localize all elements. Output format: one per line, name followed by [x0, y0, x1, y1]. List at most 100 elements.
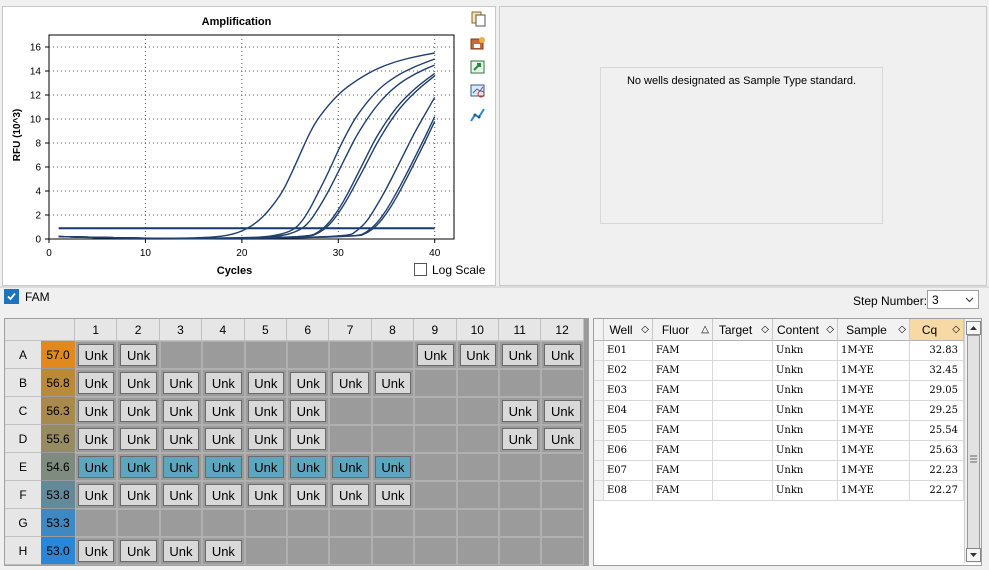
well-F1[interactable]: Unk: [75, 481, 118, 509]
table-cell-target[interactable]: [713, 401, 773, 421]
well-F7[interactable]: Unk: [329, 481, 372, 509]
table-cell-well[interactable]: E04: [604, 401, 653, 421]
well-C10[interactable]: [456, 397, 499, 425]
well-H4[interactable]: Unk: [202, 537, 245, 565]
log-scale-checkbox[interactable]: [414, 263, 427, 276]
well-C5[interactable]: Unk: [244, 397, 287, 425]
well-D7[interactable]: [329, 425, 372, 453]
row-selector[interactable]: [594, 381, 604, 401]
table-cell-fluor[interactable]: FAM: [653, 381, 713, 401]
well-B3[interactable]: Unk: [159, 369, 203, 397]
well-F5[interactable]: Unk: [244, 481, 287, 509]
well-B6[interactable]: Unk: [287, 369, 330, 397]
table-cell-target[interactable]: [713, 381, 773, 401]
well-B2[interactable]: Unk: [117, 369, 160, 397]
table-cell-cq[interactable]: 29.25: [910, 401, 964, 421]
well-D1[interactable]: Unk: [75, 425, 118, 453]
column-header-12[interactable]: 12: [541, 319, 584, 341]
scroll-down-button[interactable]: [966, 548, 981, 562]
table-cell-fluor[interactable]: FAM: [653, 421, 713, 441]
table-cell-content[interactable]: Unkn: [773, 461, 838, 481]
well-B10[interactable]: [456, 369, 499, 397]
table-cell-content[interactable]: Unkn: [773, 361, 838, 381]
well-D9[interactable]: [414, 425, 457, 453]
well-D2[interactable]: Unk: [117, 425, 160, 453]
column-header-cq[interactable]: Cq ◇: [910, 319, 964, 341]
column-header-2[interactable]: 2: [117, 319, 160, 341]
well-G5[interactable]: [244, 509, 287, 537]
table-cell-target[interactable]: [713, 481, 773, 501]
column-header-7[interactable]: 7: [329, 319, 372, 341]
table-cell-well[interactable]: E02: [604, 361, 653, 381]
well-H6[interactable]: [287, 537, 330, 565]
table-cell-fluor[interactable]: FAM: [653, 461, 713, 481]
well-H12[interactable]: [541, 537, 584, 565]
well-E3[interactable]: Unk: [159, 453, 203, 481]
well-A1[interactable]: Unk: [75, 341, 118, 369]
table-cell-well[interactable]: E03: [604, 381, 653, 401]
well-E9[interactable]: [414, 453, 457, 481]
panel-divider[interactable]: [0, 286, 989, 288]
well-E7[interactable]: Unk: [329, 453, 372, 481]
column-header-fluor[interactable]: Fluor △: [653, 319, 713, 341]
well-E10[interactable]: [456, 453, 499, 481]
well-E11[interactable]: [499, 453, 542, 481]
well-A3[interactable]: [159, 341, 203, 369]
well-H9[interactable]: [414, 537, 457, 565]
copy-icon[interactable]: [469, 10, 487, 28]
row-selector[interactable]: [594, 401, 604, 421]
well-C8[interactable]: [371, 397, 415, 425]
well-A4[interactable]: [202, 341, 245, 369]
well-D8[interactable]: [371, 425, 415, 453]
table-cell-well[interactable]: E05: [604, 421, 653, 441]
well-C2[interactable]: Unk: [117, 397, 160, 425]
row-selector[interactable]: [594, 361, 604, 381]
table-cell-target[interactable]: [713, 461, 773, 481]
column-header-target[interactable]: Target ◇: [713, 319, 773, 341]
well-G6[interactable]: [287, 509, 330, 537]
row-selector[interactable]: [594, 341, 604, 361]
well-H7[interactable]: [329, 537, 372, 565]
table-cell-fluor[interactable]: FAM: [653, 361, 713, 381]
well-F10[interactable]: [456, 481, 499, 509]
well-B4[interactable]: Unk: [202, 369, 245, 397]
well-A2[interactable]: Unk: [117, 341, 160, 369]
well-G4[interactable]: [202, 509, 245, 537]
well-E12[interactable]: [541, 453, 584, 481]
well-C12[interactable]: Unk: [541, 397, 584, 425]
well-G1[interactable]: [75, 509, 118, 537]
well-E1[interactable]: Unk: [75, 453, 118, 481]
column-header-sample[interactable]: Sample ◇: [838, 319, 910, 341]
well-F2[interactable]: Unk: [117, 481, 160, 509]
column-header-content[interactable]: Content ◇: [773, 319, 838, 341]
table-cell-fluor[interactable]: FAM: [653, 441, 713, 461]
table-cell-sample[interactable]: 1M-YE: [838, 361, 910, 381]
well-D4[interactable]: Unk: [202, 425, 245, 453]
well-F8[interactable]: Unk: [371, 481, 415, 509]
well-A12[interactable]: Unk: [541, 341, 584, 369]
table-cell-cq[interactable]: 29.05: [910, 381, 964, 401]
well-B9[interactable]: [414, 369, 457, 397]
table-cell-cq[interactable]: 22.27: [910, 481, 964, 501]
table-scrollbar[interactable]: [964, 319, 981, 563]
well-F12[interactable]: [541, 481, 584, 509]
well-D6[interactable]: Unk: [287, 425, 330, 453]
table-cell-fluor[interactable]: FAM: [653, 341, 713, 361]
column-header-3[interactable]: 3: [159, 319, 203, 341]
table-cell-sample[interactable]: 1M-YE: [838, 341, 910, 361]
table-cell-target[interactable]: [713, 341, 773, 361]
table-cell-well[interactable]: E07: [604, 461, 653, 481]
row-header-F[interactable]: F: [5, 481, 41, 509]
sort-icon[interactable]: ◇: [952, 324, 960, 335]
well-C3[interactable]: Unk: [159, 397, 203, 425]
print-icon[interactable]: [469, 34, 487, 52]
table-cell-sample[interactable]: 1M-YE: [838, 481, 910, 501]
table-cell-fluor[interactable]: FAM: [653, 401, 713, 421]
column-header-1[interactable]: 1: [75, 319, 118, 341]
row-header-B[interactable]: B: [5, 369, 41, 397]
table-cell-content[interactable]: Unkn: [773, 401, 838, 421]
well-G12[interactable]: [541, 509, 584, 537]
column-header-5[interactable]: 5: [244, 319, 287, 341]
row-header-G[interactable]: G: [5, 509, 41, 537]
well-A6[interactable]: [287, 341, 330, 369]
